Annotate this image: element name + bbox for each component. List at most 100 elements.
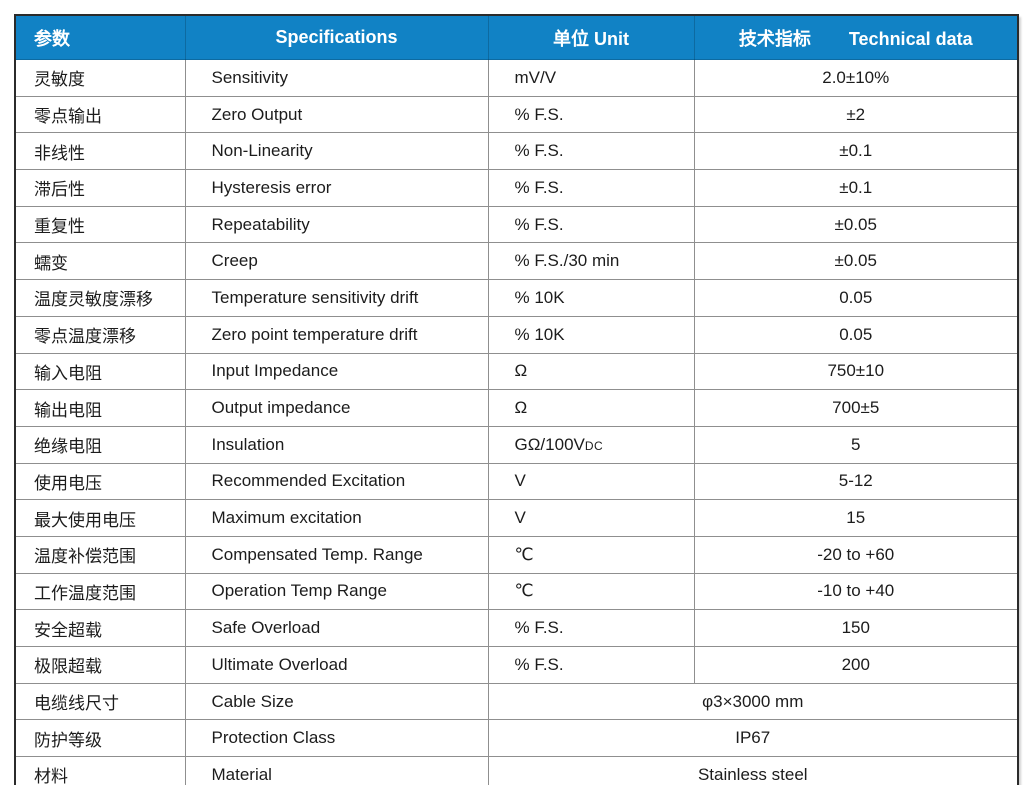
unit-cell: % F.S. [487,95,695,134]
header-param: 参数 [14,14,186,60]
table-row: 温度灵敏度漂移 Temperature sensitivity drift % … [15,279,1018,317]
table-row: 重复性 Repeatability % F.S. ±0.05 [15,205,1018,244]
unit-text: GΩ/100V [514,434,585,454]
value-cell: -10 to +40 [693,572,1018,611]
param-cell: 防护等级 [15,719,186,758]
unit-cell: % 10K [487,279,695,317]
unit-subscript: DC [584,438,604,453]
table-row: 安全超载 Safe Overload % F.S. 150 [15,609,1018,647]
table-row: 灵敏度 Sensitivity mV/V 2.0±10% [15,59,1018,97]
unit-text: V [514,508,526,528]
value-cell: 5 [693,425,1018,464]
header-tech-en: Technical data [848,28,973,49]
table-row: 非线性 Non-Linearity % F.S. ±0.1 [15,132,1018,171]
header-unit: 单位 Unit [487,14,695,60]
table-row: 材料 Material Stainless steel [15,756,1018,785]
unit-text: % F.S. [514,618,564,638]
spec-cell: Sensitivity [184,59,489,97]
unit-text: % F.S. [514,214,564,234]
table-row: 零点输出 Zero Output % F.S. ±2 [15,95,1018,134]
unit-text: % F.S. [514,141,564,161]
value-cell: ±0.1 [693,169,1018,207]
param-cell: 绝缘电阻 [15,425,186,464]
spec-cell: Ultimate Overload [184,646,489,684]
param-cell: 非线性 [15,132,186,171]
value-cell: ±0.05 [693,242,1018,281]
param-cell: 零点温度漂移 [15,315,186,354]
spec-cell: Safe Overload [184,609,489,647]
table-row: 零点温度漂移 Zero point temperature drift % 10… [15,315,1018,354]
merged-value-cell: Stainless steel [487,756,1018,785]
spec-cell: Zero Output [184,95,489,134]
param-cell: 最大使用电压 [15,499,186,537]
param-cell: 材料 [15,756,186,785]
param-cell: 使用电压 [15,462,186,501]
value-cell: 15 [693,499,1018,537]
spec-cell: Hysteresis error [184,169,489,207]
spec-cell: Zero point temperature drift [184,315,489,354]
spec-cell: Temperature sensitivity drift [184,279,489,317]
unit-cell: % F.S. [487,646,695,684]
spec-cell: Creep [184,242,489,281]
table-row: 输出电阻 Output impedance Ω 700±5 [15,389,1018,427]
spec-cell: Maximum excitation [184,499,489,537]
unit-text: % 10K [514,324,565,344]
unit-cell: GΩ/100VDC [487,425,695,464]
param-cell: 蠕变 [15,242,186,281]
unit-cell: ℃ [487,535,695,574]
unit-cell: V [487,462,695,501]
value-cell: ±2 [693,95,1018,134]
unit-text: % 10K [514,287,565,307]
unit-cell: % F.S./30 min [487,242,695,281]
unit-text: ℃ [514,544,534,564]
table-row: 防护等级 Protection Class IP67 [15,719,1018,758]
value-cell: 0.05 [693,279,1018,317]
unit-text: % F.S. [514,654,564,674]
spec-table-body: 灵敏度 Sensitivity mV/V 2.0±10% 零点输出 Zero O… [15,59,1018,785]
unit-cell: V [487,499,695,537]
param-cell: 电缆线尺寸 [15,682,186,721]
spec-table: 参数 Specifications 单位 Unit 技术指标 Technical … [14,14,1019,785]
table-row: 工作温度范围 Operation Temp Range ℃ -10 to +40 [15,572,1018,611]
table-row: 温度补偿范围 Compensated Temp. Range ℃ -20 to … [15,535,1018,574]
unit-cell: % F.S. [487,205,695,244]
table-row: 滞后性 Hysteresis error % F.S. ±0.1 [15,169,1018,207]
value-cell: -20 to +60 [693,535,1018,574]
spec-cell: Repeatability [184,205,489,244]
spec-cell: Protection Class [184,719,489,758]
unit-text: ℃ [514,581,534,601]
spec-cell: Non-Linearity [184,132,489,171]
spec-cell: Insulation [184,425,489,464]
table-row: 输入电阻 Input Impedance Ω 750±10 [15,352,1018,391]
value-cell: ±0.05 [693,205,1018,244]
spec-cell: Operation Temp Range [184,572,489,611]
unit-text: % F.S./30 min [514,251,620,271]
unit-text: % F.S. [514,104,564,124]
value-cell: 200 [693,646,1018,684]
unit-cell: Ω [487,389,695,427]
unit-text: mV/V [514,67,557,87]
unit-text: Ω [514,361,528,381]
spec-table-header: 参数 Specifications 单位 Unit 技术指标 Technical … [14,14,1019,60]
spec-cell: Input Impedance [184,352,489,391]
value-cell: 700±5 [693,389,1018,427]
spec-cell: Recommended Excitation [184,462,489,501]
value-cell: 0.05 [693,315,1018,354]
table-row: 蠕变 Creep % F.S./30 min ±0.05 [15,242,1018,281]
param-cell: 零点输出 [15,95,186,134]
value-cell: 750±10 [693,352,1018,391]
value-cell: 2.0±10% [693,59,1018,97]
spec-cell: Compensated Temp. Range [184,535,489,574]
header-row: 参数 Specifications 单位 Unit 技术指标 Technical … [14,14,1019,60]
merged-value-cell: IP67 [487,719,1018,758]
table-row: 最大使用电压 Maximum excitation V 15 [15,499,1018,537]
header-tech: 技术指标 Technical data [693,14,1019,60]
table-row: 绝缘电阻 Insulation GΩ/100VDC 5 [15,425,1018,464]
unit-cell: mV/V [487,59,695,97]
unit-cell: % F.S. [487,169,695,207]
spec-cell: Cable Size [184,682,489,721]
param-cell: 滞后性 [15,169,186,207]
spec-cell: Material [184,756,489,785]
param-cell: 温度灵敏度漂移 [15,279,186,317]
